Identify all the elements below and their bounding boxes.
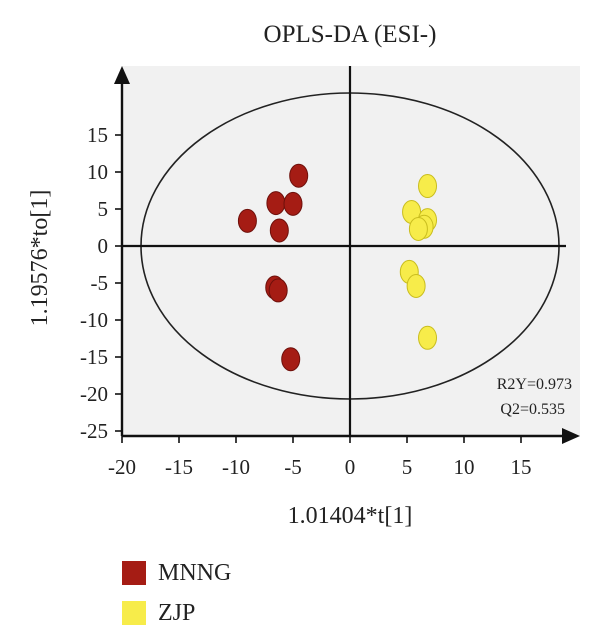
legend-swatch-zjp xyxy=(122,601,146,625)
x-tick-label: 15 xyxy=(511,455,532,479)
q2-annotation: Q2=0.535 xyxy=(500,401,565,418)
y-tick-label: -15 xyxy=(80,345,108,369)
y-tick-label: 15 xyxy=(87,123,108,147)
data-point-mnng xyxy=(283,191,303,216)
x-axis-arrow xyxy=(562,428,580,444)
opls-da-chart: OPLS-DA (ESI-) -20 -15 -10 -5 0 5 10 15 -25-20-… xyxy=(27,21,580,529)
x-axis-ticks: -20 -15 -10 -5 0 5 10 15 xyxy=(108,436,532,479)
chart-title: OPLS-DA (ESI-) xyxy=(264,21,437,48)
x-tick-label: 5 xyxy=(402,455,413,479)
data-point-mnng xyxy=(281,347,301,372)
r2y-annotation: R2Y=0.973 xyxy=(497,376,572,393)
y-tick-label: 5 xyxy=(98,197,109,221)
x-tick-label: -20 xyxy=(108,455,136,479)
x-tick-label: -15 xyxy=(165,455,193,479)
y-tick-label: 10 xyxy=(87,160,108,184)
data-point-zjp xyxy=(406,273,426,298)
data-point-mnng xyxy=(268,278,288,303)
x-tick-label: -10 xyxy=(222,455,250,479)
x-tick-label: 10 xyxy=(454,455,475,479)
legend-item-mnng: MNNG xyxy=(122,556,231,590)
legend: MNNG ZJP xyxy=(122,556,231,636)
y-axis-ticks: -25 -20 -15 -10 -5 0 5 10 15 xyxy=(80,123,122,443)
data-point-mnng xyxy=(266,191,286,216)
data-point-zjp xyxy=(418,325,438,350)
y-tick-label: -20 xyxy=(80,382,108,406)
y-axis-arrow xyxy=(114,66,130,84)
x-tick-label: -5 xyxy=(284,455,302,479)
legend-swatch-mnng xyxy=(122,561,146,585)
x-axis-title: 1.01404*t[1] xyxy=(288,503,413,529)
legend-label-zjp: ZJP xyxy=(158,599,196,626)
legend-item-zjp: ZJP xyxy=(122,596,231,630)
data-point-zjp xyxy=(418,174,438,199)
y-tick-label: 0 xyxy=(98,234,109,258)
y-axis-title: 1.19576*to[1] xyxy=(27,190,53,327)
data-point-mnng xyxy=(237,208,257,233)
y-tick-label: -5 xyxy=(91,271,109,295)
data-point-mnng xyxy=(289,163,309,188)
y-tick-label: -10 xyxy=(80,308,108,332)
data-points xyxy=(237,163,438,372)
data-point-zjp xyxy=(408,216,428,241)
x-tick-label: 0 xyxy=(345,455,356,479)
legend-label-mnng: MNNG xyxy=(158,559,232,586)
y-tick-label: -25 xyxy=(80,419,108,443)
data-point-mnng xyxy=(269,218,289,243)
